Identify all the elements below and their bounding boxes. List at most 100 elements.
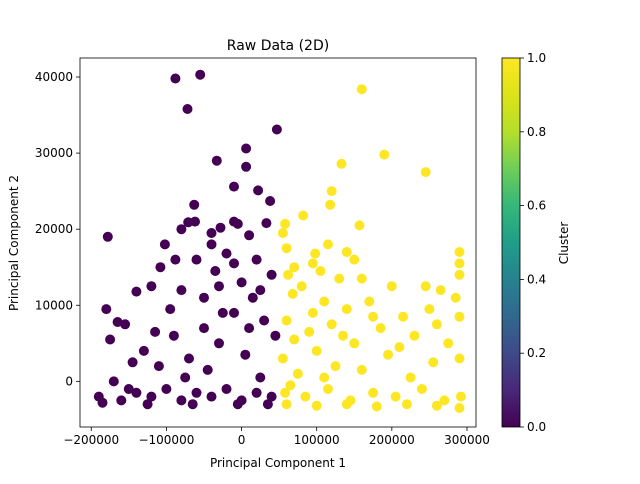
data-point	[184, 353, 194, 364]
data-point	[323, 239, 333, 250]
y-tick-label: 30000	[35, 146, 73, 160]
data-point	[298, 210, 309, 221]
data-point	[195, 69, 206, 80]
data-point	[289, 334, 300, 345]
data-point	[439, 395, 450, 406]
data-point	[221, 384, 232, 394]
colorbar-tick-label: 0.8	[527, 125, 546, 139]
data-point	[371, 401, 382, 412]
colorbar: 0.0 0.2 0.4 0.6 0.8 1.0	[501, 51, 546, 434]
data-point	[120, 319, 131, 330]
cluster-0-series	[93, 69, 282, 410]
data-point	[187, 399, 198, 410]
data-point	[170, 73, 181, 84]
data-point	[285, 380, 296, 391]
data-point	[229, 307, 239, 318]
data-point	[217, 307, 228, 318]
data-point	[105, 334, 116, 345]
data-point	[253, 185, 264, 196]
data-point	[326, 186, 337, 197]
data-point	[206, 239, 217, 250]
data-point	[247, 292, 258, 303]
data-point	[241, 161, 252, 172]
colorbar-tick-label: 0.6	[527, 199, 546, 213]
data-point	[401, 399, 412, 410]
data-point	[251, 387, 262, 398]
data-point	[277, 353, 288, 364]
colorbar-tick-label: 0.0	[527, 420, 546, 434]
data-point	[454, 403, 465, 413]
data-point	[326, 319, 337, 330]
data-point	[97, 397, 108, 408]
data-point	[214, 281, 224, 292]
axes-frame	[79, 57, 477, 428]
data-point	[127, 357, 138, 368]
data-point	[176, 395, 187, 406]
data-point	[349, 338, 360, 349]
data-point	[364, 296, 375, 307]
data-point	[368, 311, 379, 322]
colorbar-tick-label: 1.0	[527, 51, 546, 65]
data-point	[409, 330, 420, 341]
data-point	[112, 317, 123, 327]
x-tick-label: 200000	[369, 433, 415, 447]
data-point	[334, 273, 345, 284]
data-point	[150, 326, 161, 337]
data-point	[398, 311, 409, 322]
data-point	[311, 345, 322, 356]
colorbar-label: Cluster	[557, 222, 571, 265]
x-tick-label: −200000	[63, 433, 119, 447]
data-point	[270, 330, 281, 341]
data-point	[229, 181, 239, 192]
colorbar-tick-label: 0.2	[527, 346, 546, 360]
data-point	[454, 258, 465, 269]
data-point	[255, 372, 266, 383]
data-point	[338, 330, 348, 341]
data-point	[349, 254, 360, 265]
data-point	[356, 364, 367, 375]
data-point	[341, 304, 352, 315]
data-point	[191, 387, 202, 398]
data-point	[176, 224, 187, 235]
data-point	[435, 285, 446, 296]
data-point	[281, 243, 292, 254]
data-point	[311, 400, 322, 411]
data-point	[424, 304, 435, 315]
data-point	[116, 395, 127, 406]
y-tick-label: 20000	[35, 222, 73, 236]
data-point	[199, 292, 209, 303]
data-point	[420, 167, 431, 178]
data-point	[450, 292, 461, 303]
data-point	[261, 218, 272, 229]
data-point	[176, 285, 187, 296]
chart-title: Raw Data (2D)	[227, 38, 329, 54]
data-point	[236, 277, 247, 288]
data-point	[146, 391, 157, 402]
data-point	[319, 296, 330, 307]
data-point	[356, 84, 367, 95]
data-point	[180, 372, 191, 383]
data-point	[199, 323, 209, 334]
cluster-1-series	[277, 84, 466, 413]
data-point	[153, 361, 164, 372]
x-tick-label: 100000	[294, 433, 340, 447]
data-point	[244, 323, 255, 334]
data-point	[190, 216, 200, 227]
data-point	[146, 281, 157, 292]
data-point	[280, 218, 291, 229]
data-point	[266, 269, 277, 280]
data-point	[431, 319, 442, 330]
data-point	[287, 288, 298, 299]
y-tick-label: 10000	[35, 298, 73, 312]
data-point	[280, 387, 291, 398]
data-point	[241, 143, 252, 154]
data-point	[420, 281, 431, 292]
data-point	[123, 384, 134, 394]
data-point	[215, 222, 226, 233]
y-tick-label: 40000	[35, 70, 73, 84]
data-point	[202, 364, 213, 375]
data-point	[232, 399, 243, 410]
data-point	[330, 361, 341, 372]
data-point	[394, 342, 405, 353]
data-point	[259, 315, 270, 326]
